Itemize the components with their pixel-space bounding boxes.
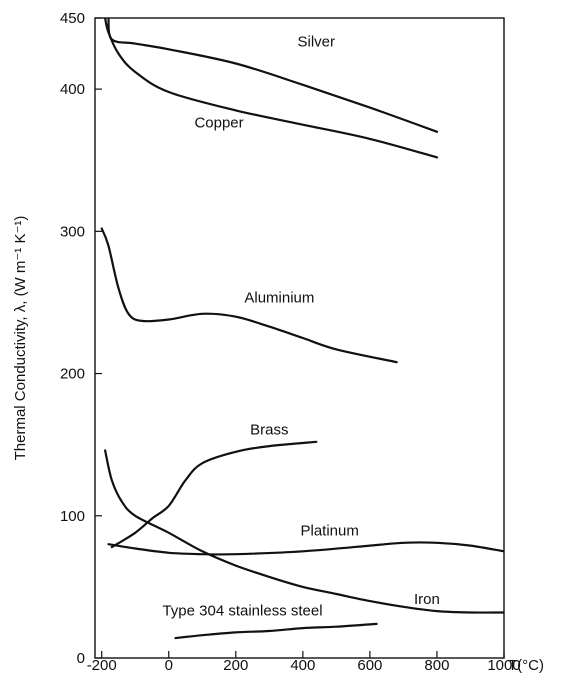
y-axis-label: Thermal Conductivity, λ, (W m⁻¹ K⁻¹) <box>12 216 29 461</box>
y-tick-label: 400 <box>60 81 85 98</box>
series-line-brass <box>110 440 318 549</box>
series-line-type-304-stainless-steel <box>174 622 378 640</box>
series-label-copper: Copper <box>194 115 243 132</box>
axes <box>94 17 505 659</box>
series-line-copper <box>104 18 439 159</box>
series-label-aluminium: Aluminium <box>244 289 314 306</box>
x-tick-label: 200 <box>223 657 248 673</box>
x-tick-label: 400 <box>290 657 315 673</box>
series-line-platinum <box>107 541 504 556</box>
series-layer <box>100 18 504 640</box>
series-label-silver: Silver <box>298 33 336 50</box>
y-tick-label: 100 <box>60 508 85 525</box>
y-tick-label: 200 <box>60 366 85 383</box>
x-tick-label: -200 <box>87 657 117 673</box>
series-line-aluminium <box>100 227 398 364</box>
series-line-silver <box>107 18 439 133</box>
series-labels: Silver Copper Aluminium Brass Platinum Iron Ty… <box>162 33 439 619</box>
x-tick-label: 0 <box>165 657 173 673</box>
x-tick-label: 1000 <box>487 657 520 673</box>
y-tick-label: 450 <box>60 10 85 27</box>
x-axis-label: T(°C) <box>508 657 544 673</box>
y-tick-label: 300 <box>60 223 85 240</box>
series-line-iron <box>104 449 504 614</box>
x-tick-label: 800 <box>424 657 449 673</box>
y-tick-label: 0 <box>77 650 85 667</box>
x-tick-label: 600 <box>357 657 382 673</box>
plot-frame <box>94 17 505 659</box>
series-label-platinum: Platinum <box>300 523 358 540</box>
series-label-iron: Iron <box>414 591 440 608</box>
series-label-type-304-stainless-steel: Type 304 stainless steel <box>162 602 322 619</box>
series-label-brass: Brass <box>250 422 288 439</box>
